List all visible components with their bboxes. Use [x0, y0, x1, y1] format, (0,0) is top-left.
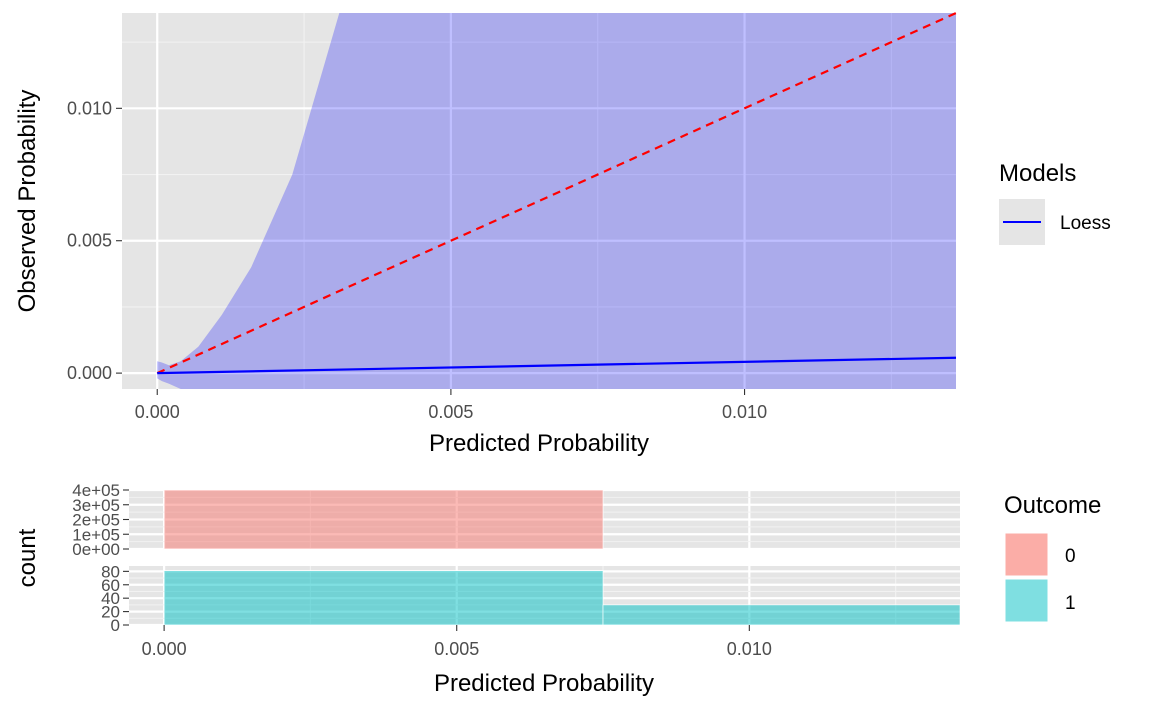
y-tick-label: 0.010	[67, 98, 112, 118]
x-tick-label: 0.000	[135, 402, 180, 422]
histogram-x-axis: 0.000 0.005 0.010	[142, 625, 772, 659]
histogram-y-tick-label: 60	[101, 576, 120, 595]
reference-diagonal-line	[156, 11, 957, 375]
histogram-x-axis-title: Predicted Probability	[434, 670, 654, 697]
histogram-y-tick-label: 0e+00	[72, 540, 120, 559]
calibration-x-axis-title: Predicted Probability	[429, 430, 649, 457]
histogram-y-tick-label: 2e+05	[72, 511, 120, 530]
calibration-minor-grid	[122, 13, 956, 389]
histogram-x-tick-label: 0.000	[142, 639, 187, 659]
outcome-legend-key-1	[1004, 578, 1049, 623]
histogram-x-tick-label: 0.005	[434, 639, 479, 659]
histogram-bar	[602, 604, 961, 626]
calibration-panel: 0.000 0.005 0.010 0.000 0.005 0.010 Predicte…	[14, 11, 957, 457]
histogram-bar	[163, 489, 604, 550]
histogram-y-tick-label: 20	[101, 603, 120, 622]
y-tick-label: 0.005	[67, 231, 112, 251]
calibration-y-axis: 0.000 0.005 0.010	[67, 98, 122, 383]
x-tick-label: 0.005	[428, 402, 473, 422]
histogram-y-tick-label: 0	[111, 616, 120, 635]
calibration-x-axis: 0.000 0.005 0.010	[135, 389, 767, 422]
histogram-y-axis-title: count	[14, 528, 41, 587]
histogram-y-tick-label: 1e+05	[72, 525, 120, 544]
histogram-facet-0-bars	[163, 489, 604, 550]
calibration-major-grid	[122, 13, 956, 389]
y-tick-label: 0.000	[67, 363, 112, 383]
outcome-legend-title: Outcome	[1004, 492, 1101, 519]
outcome-legend-label-1: 1	[1065, 593, 1076, 614]
outcome-legend-key-0	[1004, 532, 1049, 577]
outcome-legend-label-0: 0	[1065, 546, 1076, 567]
histogram-y-tick-label: 3e+05	[72, 496, 120, 515]
models-legend-title: Models	[999, 160, 1076, 187]
models-legend: Models Loess	[999, 160, 1111, 245]
histogram-x-tick-label: 0.010	[727, 639, 772, 659]
confidence-band	[157, 13, 956, 389]
histogram-y-tick-label: 40	[101, 589, 120, 608]
histogram-y-tick-label: 4e+05	[72, 481, 120, 500]
histogram-y-tick-label: 80	[101, 562, 120, 581]
loess-line	[157, 356, 957, 375]
x-tick-label: 0.010	[722, 402, 767, 422]
models-legend-label-loess: Loess	[1060, 213, 1111, 234]
calibration-y-axis-title: Observed Probability	[14, 90, 41, 313]
histogram-bar	[163, 570, 604, 626]
histogram-facet-1-bars	[163, 570, 961, 626]
outcome-legend: Outcome 0 1	[1004, 492, 1101, 623]
